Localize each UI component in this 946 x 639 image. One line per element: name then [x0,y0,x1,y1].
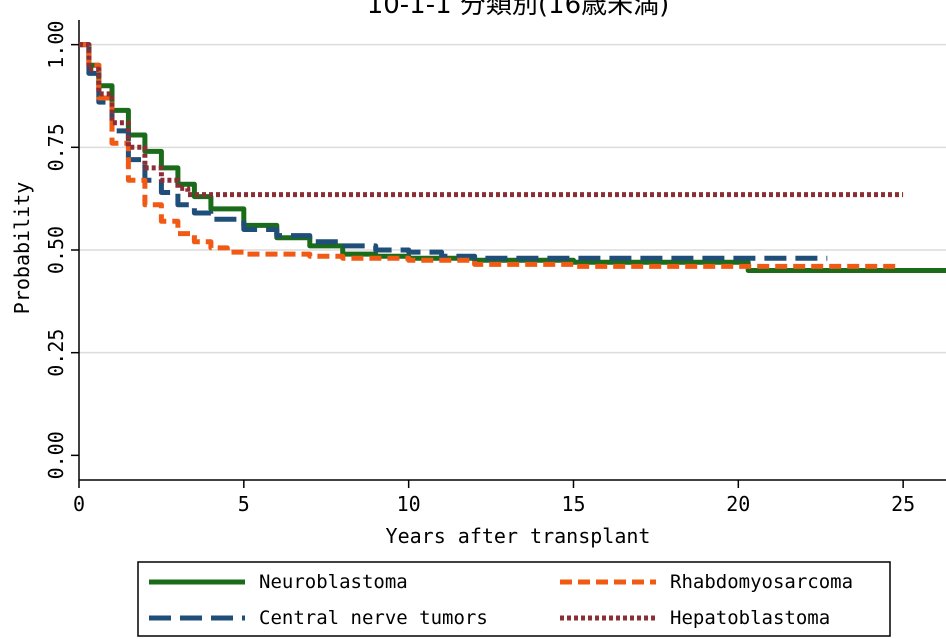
y-tick-label: 0.00 [44,431,68,479]
y-tick-label: 0.50 [44,226,68,274]
x-tick-label: 20 [726,492,750,516]
legend-label-hepatoblastoma: Hepatoblastoma [670,607,830,629]
y-tick-label: 0.75 [44,123,68,171]
y-tick-label: 1.00 [44,21,68,69]
y-axis-title: Probability [10,182,34,314]
x-tick-label: 10 [397,492,421,516]
series-layer [79,42,946,273]
legend-label-neuroblastoma: Neuroblastoma [259,571,408,593]
axes: 0.00 0.25 0.50 0.75 1.00 0 5 10 15 20 25 [44,20,946,516]
x-tick-label: 25 [891,492,915,516]
chart-title: 10-1-1 分類別(16歳未満) [367,0,670,20]
legend-label-rhabdomyosarcoma: Rhabdomyosarcoma [670,571,853,593]
legend: Neuroblastoma Rhabdomyosarcoma Central ner… [137,561,891,637]
x-axis-title: Years after transplant [386,524,651,548]
series-line-central-nerve-tumors [79,42,828,261]
series-line-rhabdomyosarcoma [79,42,900,269]
legend-label-central-nerve-tumors: Central nerve tumors [259,607,488,629]
series-line-hepatoblastoma [79,42,904,198]
x-tick-label: 15 [561,492,585,516]
x-tick-label: 5 [238,492,250,516]
y-tick-label: 0.25 [44,329,68,377]
legend-box [137,561,891,637]
x-tick-label: 0 [73,492,85,516]
